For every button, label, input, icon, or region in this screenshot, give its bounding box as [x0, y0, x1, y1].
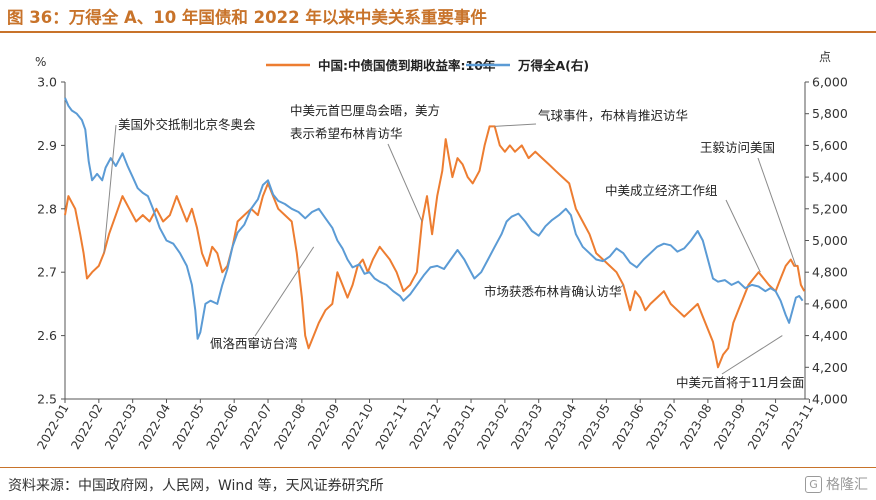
x-axis-tick-label: 2023-01: [440, 401, 477, 451]
right-axis-tick-label: 6,000: [812, 75, 848, 90]
right-axis-tick-label: 5,400: [812, 170, 848, 185]
legend-label: 万得全A(右): [517, 58, 589, 73]
left-axis-tick-label: 2.8: [37, 201, 57, 216]
annotation-leader: [494, 123, 537, 127]
left-axis-unit: %: [35, 55, 46, 69]
watermark-logo-icon: G: [805, 475, 822, 493]
x-axis-tick-label: 2023-02: [474, 401, 511, 451]
annotation-leader: [725, 199, 761, 273]
annotation-label: 气球事件，布林肯推迟访华: [538, 108, 688, 123]
right-axis-tick-label: 5,600: [812, 138, 848, 153]
x-axis-tick-label: 2023-10: [745, 402, 782, 452]
right-axis-tick-label: 4,600: [812, 296, 848, 311]
right-axis-tick-label: 4,800: [812, 265, 848, 280]
x-axis-tick-label: 2022-08: [271, 402, 308, 452]
left-axis-tick-label: 3.0: [37, 75, 57, 90]
x-axis-tick-label: 2022-01: [34, 402, 71, 452]
x-axis-tick-label: 2023-05: [576, 402, 613, 452]
annotation-leader: [387, 143, 423, 222]
watermark: G 格隆汇: [805, 474, 868, 494]
figure-header: 图 36：万得全 A、10 年国债和 2022 年以来中美关系重要事件: [0, 0, 876, 36]
annotation-leader: [757, 157, 797, 267]
right-axis-tick-label: 5,000: [812, 233, 848, 248]
annotation-leader: [103, 124, 117, 254]
x-axis-tick-label: 2022-10: [339, 402, 376, 452]
left-axis-tick-label: 2.5: [37, 392, 57, 407]
annotation-label: 市场获悉布林肯确认访华: [484, 284, 622, 299]
annotation-label: 王毅访问美国: [700, 140, 775, 155]
wind-a-index-line: [64, 97, 804, 340]
right-axis-tick-label: 5,800: [812, 106, 848, 121]
annotation-label: 中美元首将于11月会面: [676, 375, 804, 390]
x-axis-tick-label: 2022-06: [204, 402, 241, 452]
x-axis-tick-label: 2023-07: [643, 402, 680, 452]
x-axis-tick-label: 2022-11: [373, 402, 410, 452]
title-divider: [0, 31, 876, 33]
x-axis-tick-label: 2023-04: [542, 402, 579, 452]
x-axis-tick-label: 2023-11: [779, 402, 816, 452]
right-axis-tick-label: 4,000: [812, 392, 848, 407]
annotation-label: 美国外交抵制北京冬奥会: [118, 117, 256, 132]
left-axis-tick-label: 2.6: [37, 328, 57, 343]
x-axis-tick-label: 2023-03: [508, 402, 545, 452]
footer-divider: [0, 467, 876, 468]
x-axis-tick-label: 2022-09: [305, 402, 342, 452]
x-axis-tick-label: 2023-09: [711, 402, 748, 452]
chart-canvas: % 点 2.5 2.6 2.7 2.8 2.9 3.0 4,000 4,200 4,400 4,600…: [34, 50, 848, 452]
right-axis-tick-label: 4,200: [812, 360, 848, 375]
bond-yield-line: [64, 125, 806, 369]
right-axis-tick-label: 5,200: [812, 201, 848, 216]
x-axis-tick-label: 2022-02: [68, 402, 105, 452]
x-axis-tick-label: 2022-03: [102, 402, 139, 452]
source-note: 资料来源：中国政府网，人民网，Wind 等，天风证券研究所: [8, 478, 384, 494]
x-axis-tick-label: 2023-08: [677, 402, 714, 452]
x-axis-tick-label: 2022-07: [237, 402, 274, 452]
x-axis-tick-label: 2022-05: [170, 402, 207, 452]
annotation-leader: [721, 335, 783, 375]
annotation-label: 中美成立经济工作组: [605, 183, 718, 198]
legend-label: 中国:中债国债到期收益率:10年: [318, 58, 496, 73]
annotation-label: 表示希望布林肯访华: [290, 126, 403, 141]
right-axis-tick-label: 4,400: [812, 328, 848, 343]
left-axis-tick-label: 2.9: [37, 138, 57, 153]
left-axis-tick-label: 2.7: [37, 265, 57, 280]
x-axis-tick-label: 2023-06: [610, 402, 647, 452]
annotation-leader: [254, 246, 315, 337]
annotation-label: 中美元首巴厘岛会晤，美方: [290, 103, 440, 118]
annotation-leader: [617, 284, 624, 291]
x-axis-tick-label: 2022-12: [407, 402, 444, 452]
x-axis-tick-label: 2022-04: [136, 402, 173, 452]
annotation-label: 佩洛西窜访台湾: [210, 336, 298, 351]
chart-title: 图 36：万得全 A、10 年国债和 2022 年以来中美关系重要事件: [7, 8, 487, 27]
watermark-text: 格隆汇: [826, 477, 868, 493]
right-axis-unit: 点: [819, 50, 831, 64]
